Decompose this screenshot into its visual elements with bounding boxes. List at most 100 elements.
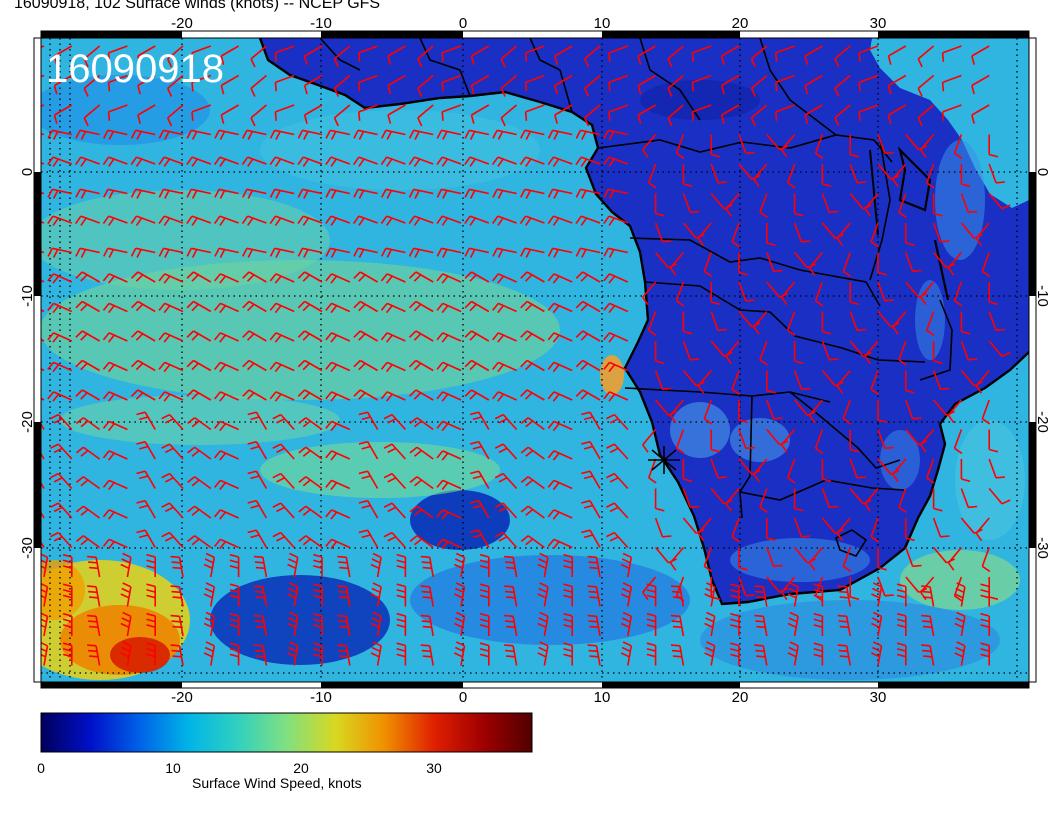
wind-barb [988, 340, 1011, 358]
wind-barb [469, 499, 490, 519]
wind-barb [242, 330, 267, 342]
wind-barb [358, 104, 378, 121]
wind-barbs [41, 45, 1011, 666]
wind-barb [988, 487, 1011, 505]
wind-barb [781, 576, 796, 601]
wind-barb [575, 247, 601, 258]
wind-barb [214, 420, 239, 432]
wind-barb [247, 440, 268, 460]
wind-barb [834, 45, 851, 68]
wind-barb [158, 247, 184, 258]
wind-barb [298, 446, 323, 460]
wind-barb [587, 555, 601, 578]
wind-barb [187, 476, 212, 490]
wind-barb [494, 502, 518, 519]
wind-barb [242, 300, 267, 313]
wind-barb [50, 531, 73, 549]
wind-barb [102, 332, 128, 343]
wind-barb [269, 188, 295, 199]
wind-barb [102, 450, 128, 461]
wind-barb [793, 517, 811, 538]
wind-barb [926, 458, 935, 484]
wind-barb [858, 104, 879, 121]
wind-barb [325, 479, 351, 491]
wind-barb [775, 45, 795, 62]
wind-barb [547, 479, 573, 491]
wind-barb [298, 417, 323, 431]
wind-barb [608, 104, 629, 121]
wind-barb [896, 583, 907, 607]
wind-barb [603, 188, 628, 199]
wind-barb [47, 215, 73, 226]
wind-barb [988, 429, 999, 453]
wind-barb [297, 359, 323, 372]
wind-barb [821, 164, 832, 188]
wind-barb [905, 399, 922, 420]
wind-barb [836, 222, 851, 247]
wind-barb [898, 340, 907, 366]
wind-barb [158, 391, 184, 402]
wind-barb [333, 104, 351, 127]
wind-barb [892, 163, 907, 188]
wind-barb [213, 215, 239, 226]
wind-barb [954, 641, 966, 666]
wind-barb [103, 188, 128, 199]
wind-barb [932, 341, 943, 365]
wind-barb [954, 582, 966, 607]
wind-barb [75, 300, 100, 313]
wind-barb [214, 188, 239, 199]
wind-barb [75, 359, 100, 372]
wind-barb [750, 45, 768, 68]
wind-barb [575, 188, 601, 199]
wind-barb [765, 518, 776, 542]
wind-barb [298, 535, 323, 549]
wind-barb [408, 129, 434, 140]
wind-barb [242, 389, 267, 401]
wind-barb [436, 361, 462, 373]
wind-barb [858, 45, 879, 62]
wind-barb [814, 429, 824, 455]
wind-barb [504, 614, 518, 637]
wind-barb [464, 247, 489, 258]
wind-barb [87, 644, 101, 666]
wind-barb [303, 45, 323, 65]
wind-barb [75, 271, 100, 283]
wind-barb [62, 642, 73, 666]
wind-barb [988, 163, 1006, 184]
wind-barb [720, 104, 740, 124]
wind-barb [606, 531, 629, 549]
wind-barb [247, 470, 268, 489]
wind-barb [563, 642, 574, 666]
wind-barb [420, 644, 434, 666]
colorbar-tick-label: 10 [165, 760, 181, 776]
wind-barb [670, 644, 685, 666]
wind-barb [547, 129, 573, 140]
wind-barb [519, 215, 545, 226]
wind-barb [396, 583, 407, 607]
wind-barb [137, 45, 156, 65]
wind-barb [821, 488, 839, 509]
wind-barb [47, 129, 72, 140]
wind-barb [274, 74, 295, 92]
wind-barb [87, 614, 101, 637]
wind-barb [849, 577, 860, 601]
wind-barb [325, 273, 351, 284]
axis-frame [33, 30, 1037, 689]
wind-barb [654, 222, 672, 243]
wind-barb [408, 330, 434, 342]
wind-barb [242, 129, 267, 140]
wind-barb [720, 45, 740, 65]
wind-barb [960, 340, 978, 361]
wind-barb [587, 585, 601, 607]
lon-tick-label: 10 [594, 689, 611, 706]
wind-barb [220, 104, 240, 124]
wind-barb [454, 641, 466, 666]
lat-tick-label: -10 [1034, 285, 1051, 307]
wind-barb [380, 273, 406, 284]
wind-barb [297, 156, 323, 167]
map-area [41, 38, 1029, 682]
wind-barb [887, 45, 907, 65]
wind-barb [520, 417, 545, 431]
wind-barb [380, 361, 406, 373]
wind-barb [436, 188, 462, 199]
